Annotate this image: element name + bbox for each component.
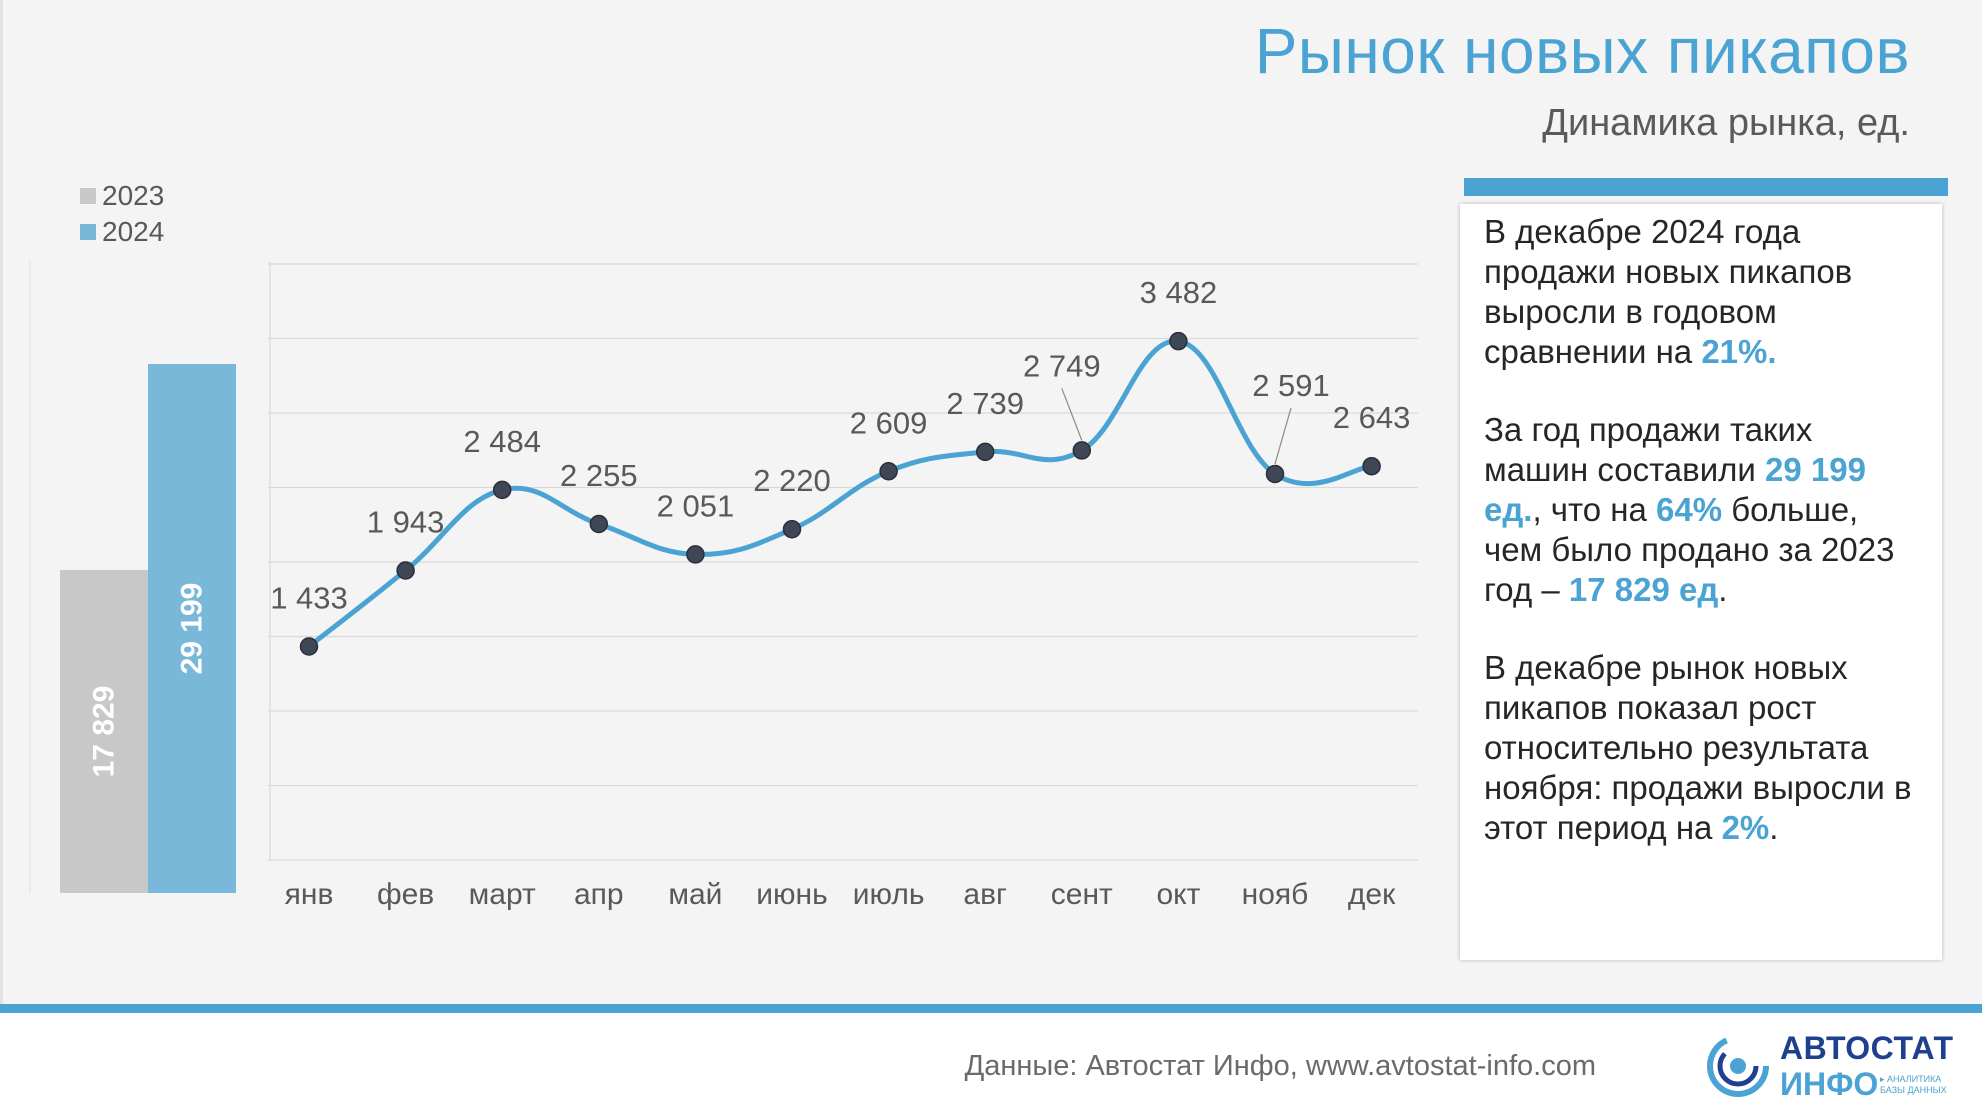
monthly-line: 1 433 1 943 2 484 2 255 2 051 2 220 2 609 2 739… xyxy=(270,275,1411,656)
legend-item-2023: 2023 xyxy=(80,178,164,214)
summary-text: В декабре 2024 года продажи новых пикапо… xyxy=(1484,213,1853,370)
legend-label-2023: 2023 xyxy=(102,180,165,211)
point-value-label: 2 484 xyxy=(463,424,541,459)
summary-highlight: 17 829 ед xyxy=(1568,571,1719,608)
point-value-label: 2 220 xyxy=(753,463,831,498)
summary-text: За год продажи таких машин составили xyxy=(1484,411,1813,488)
x-tick-label: фев xyxy=(377,878,434,911)
footer xyxy=(0,1013,1982,1118)
avtostat-logo: АВТОСТАТ ИНФО ▸ АНАЛИТИКА БАЗЫ ДАННЫХ xyxy=(1706,1030,1956,1102)
x-tick-label: нояб xyxy=(1242,878,1309,911)
point-value-label: 2 643 xyxy=(1333,400,1411,435)
chart-legend: 2023 2024 xyxy=(80,178,164,250)
point-value-label: 1 943 xyxy=(367,504,445,539)
data-source: Данные: Автостат Инфо, www.avtostat-info… xyxy=(964,1050,1596,1082)
data-point-окт xyxy=(1169,331,1188,351)
summary-text: больше, чем было продано за 2023 год – xyxy=(1484,491,1895,608)
legend-swatch-2023 xyxy=(80,188,96,204)
data-point-фев xyxy=(396,561,415,580)
annual-bars: 17 829 29 199 xyxy=(29,260,236,894)
logo-tagline-line: ▸ АНАЛИТИКА xyxy=(1880,1074,1942,1084)
footer-divider xyxy=(0,1004,1982,1013)
x-tick-label: дек xyxy=(1348,878,1396,911)
summary-infobox: В декабре 2024 года продажи новых пикапо… xyxy=(1460,204,1942,960)
point-value-label: 2 051 xyxy=(657,488,735,523)
bar-value-label: 29 199 xyxy=(176,583,209,675)
x-tick-label: май xyxy=(668,878,722,911)
summary-text: . xyxy=(1769,809,1779,846)
point-value-label: 2 749 xyxy=(1023,348,1101,383)
summary-text: , что на xyxy=(1532,491,1657,528)
series-line xyxy=(307,338,1373,649)
chart-grid xyxy=(268,262,1418,861)
data-point-сент xyxy=(1072,441,1092,460)
x-tick-label: март xyxy=(469,878,536,911)
logo-tagline-line: БАЗЫ ДАННЫХ xyxy=(1880,1085,1947,1095)
summary-paragraph-3: В декабре рынок новых пикапов показал ро… xyxy=(1484,648,1922,848)
bar-2023 xyxy=(60,569,148,893)
point-value-label: 2 255 xyxy=(560,458,638,493)
data-point-март xyxy=(492,480,512,500)
page-title: Рынок новых пикапов xyxy=(1254,15,1910,87)
x-tick-label: янв xyxy=(285,878,334,911)
x-tick-label: авг xyxy=(963,878,1007,911)
chart-canvas: 17 829 29 199 1 433 1 943 2 484 2 255 2 051 2 … xyxy=(29,260,1418,911)
x-tick-label: сент xyxy=(1051,878,1113,911)
logo-word-info: ИНФО xyxy=(1780,1066,1879,1102)
x-tick-label: окт xyxy=(1156,878,1200,911)
slide-edge xyxy=(0,0,3,1010)
data-point-авг xyxy=(975,442,995,462)
data-point-дек xyxy=(1362,456,1381,476)
label-leader-line xyxy=(1061,388,1083,441)
logo-tagline: ▸ АНАЛИТИКА БАЗЫ ДАННЫХ xyxy=(1880,1074,1947,1096)
summary-text: . xyxy=(1718,571,1728,608)
legend-label-2024: 2024 xyxy=(102,216,165,247)
logo-word-avtostat: АВТОСТАТ xyxy=(1780,1030,1954,1066)
summary-highlight: 21% xyxy=(1701,333,1768,370)
bar-2024 xyxy=(148,364,236,893)
data-point-апр xyxy=(589,514,609,534)
data-point-июль xyxy=(879,462,898,481)
summary-paragraph-2: За год продажи таких машин составили 29 … xyxy=(1484,410,1922,610)
point-value-label: 1 433 xyxy=(270,580,348,615)
logo-swirl-icon xyxy=(1707,1035,1769,1097)
point-value-label: 3 482 xyxy=(1140,275,1218,310)
bar-value-label: 17 829 xyxy=(88,686,121,778)
summary-highlight: 2% xyxy=(1721,809,1770,846)
data-point-янв xyxy=(299,637,319,656)
point-value-label: 2 739 xyxy=(946,386,1024,421)
label-leader-line xyxy=(1274,407,1292,465)
data-point-нояб xyxy=(1265,464,1285,484)
summary-text: . xyxy=(1767,333,1777,370)
data-point-май xyxy=(686,545,705,564)
x-tick-label: апр xyxy=(574,878,624,911)
point-value-label: 2 609 xyxy=(850,405,928,440)
summary-paragraph-1: В декабре 2024 года продажи новых пикапо… xyxy=(1484,212,1922,372)
summary-text: В декабре рынок новых пикапов показал ро… xyxy=(1484,649,1912,846)
data-point-июнь xyxy=(782,519,802,539)
x-axis-labels: янв фев март апр май июнь июль авг сент окт нояб де… xyxy=(285,878,1397,911)
point-value-label: 2 591 xyxy=(1252,368,1330,403)
legend-item-2024: 2024 xyxy=(80,214,164,250)
legend-swatch-2024 xyxy=(80,224,96,240)
summary-highlight: 64% xyxy=(1656,491,1723,528)
x-tick-label: июнь xyxy=(756,878,827,911)
infobox-accent-bar xyxy=(1464,178,1948,196)
page-subtitle: Динамика рынка, ед. xyxy=(1542,102,1910,144)
x-tick-label: июль xyxy=(853,878,925,911)
summary-highlight: 29 199 ед. xyxy=(1484,451,1866,528)
